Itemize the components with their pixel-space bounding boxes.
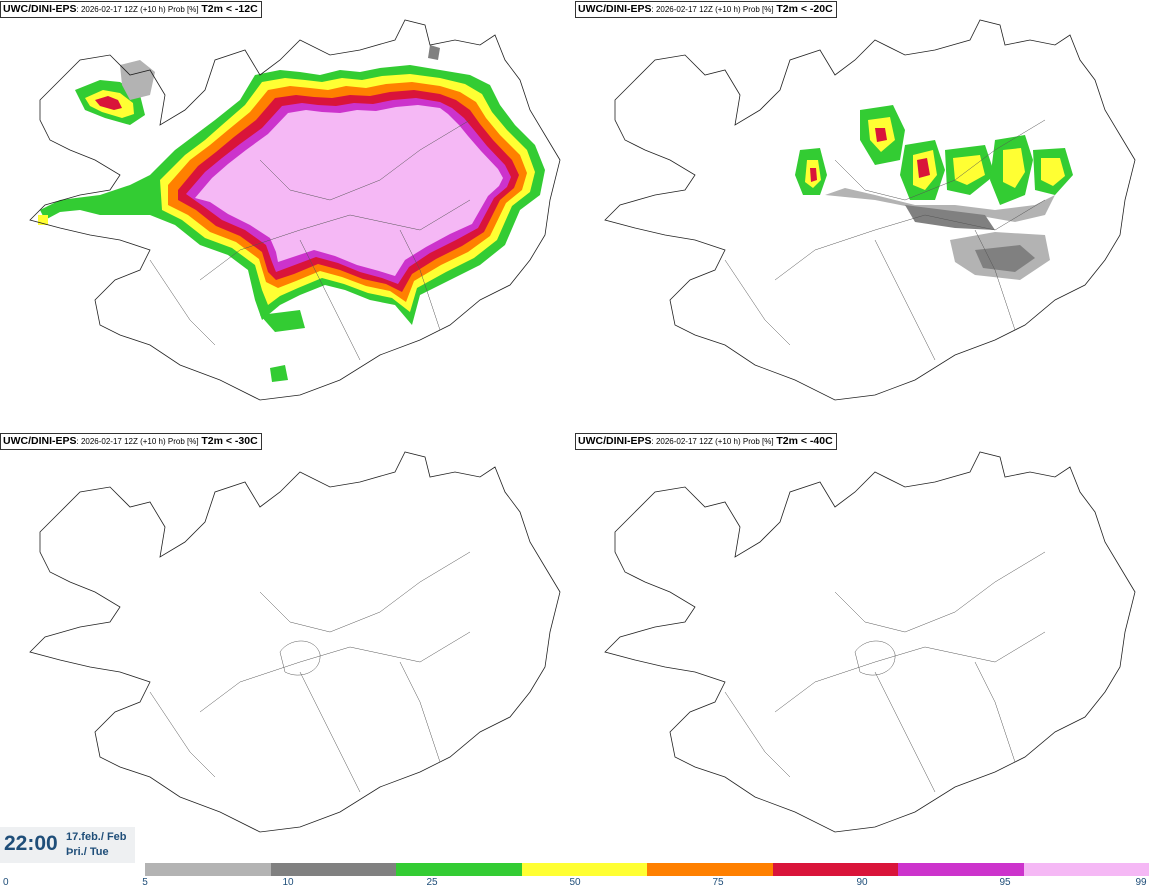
prob-fields: [795, 105, 1073, 280]
panel-title: UWC/DINI-EPS: 2026-02-17 12Z (+10 h) Pro…: [0, 433, 262, 450]
model-name: UWC/DINI-EPS: [3, 435, 77, 447]
legend-swatch-10-25: [270, 863, 396, 876]
legend-swatch-99-100: [1023, 863, 1149, 876]
probability-map: [604, 451, 1136, 833]
threshold-label: T2m < -12C: [201, 3, 258, 15]
threshold-label: T2m < -40C: [776, 435, 833, 447]
valid-time-box: 22:00 17.feb./ Feb Þri./ Tue: [0, 827, 135, 863]
run-info: : 2026-02-17 12Z (+10 h) Prob [%]: [651, 437, 774, 446]
legend-swatch-90-95: [772, 863, 898, 876]
legend-tick: 90: [856, 877, 868, 888]
panel-title: UWC/DINI-EPS: 2026-02-17 12Z (+10 h) Pro…: [0, 1, 262, 18]
probability-map: [29, 19, 561, 401]
coastline: [29, 19, 561, 401]
map-panel-t2m-below-minus-30: UWC/DINI-EPS: 2026-02-17 12Z (+10 h) Pro…: [0, 432, 575, 864]
map-panel-t2m-below-minus-40: UWC/DINI-EPS: 2026-02-17 12Z (+10 h) Pro…: [575, 432, 1150, 864]
run-info: : 2026-02-17 12Z (+10 h) Prob [%]: [76, 437, 199, 446]
threshold-label: T2m < -20C: [776, 3, 833, 15]
prob-fields: [38, 45, 545, 382]
legend-tick: 5: [142, 877, 148, 888]
legend-swatch-5-10: [145, 863, 271, 876]
threshold-label: T2m < -30C: [201, 435, 258, 447]
region-boundaries: [149, 119, 471, 361]
legend-tick: 0: [3, 877, 9, 888]
coastline: [604, 451, 1136, 833]
panel-title: UWC/DINI-EPS: 2026-02-17 12Z (+10 h) Pro…: [575, 1, 837, 18]
legend-tick: 99: [1135, 877, 1147, 888]
run-info: : 2026-02-17 12Z (+10 h) Prob [%]: [76, 5, 199, 14]
legend-swatch-75-90: [647, 863, 773, 876]
run-info: : 2026-02-17 12Z (+10 h) Prob [%]: [651, 5, 774, 14]
coastline: [604, 19, 1136, 401]
legend-tick: 10: [282, 877, 294, 888]
legend-tick: 50: [569, 877, 581, 888]
coastline: [29, 451, 561, 833]
model-name: UWC/DINI-EPS: [578, 435, 652, 447]
legend-tick: 95: [999, 877, 1011, 888]
valid-date: 17.feb./ Feb: [66, 831, 127, 843]
legend-swatch-25-50: [396, 863, 522, 876]
probability-map: [604, 19, 1136, 401]
legend-tick: 75: [712, 877, 724, 888]
region-boundaries: [724, 119, 1046, 361]
legend-swatch-50-75: [521, 863, 647, 876]
map-panel-t2m-below-minus-20: UWC/DINI-EPS: 2026-02-17 12Z (+10 h) Pro…: [575, 0, 1150, 432]
region-boundaries: [724, 551, 1046, 793]
region-boundaries: [149, 551, 471, 793]
valid-weekday: Þri./ Tue: [66, 846, 109, 858]
model-name: UWC/DINI-EPS: [3, 3, 77, 15]
color-legend: [145, 863, 1149, 876]
map-panel-t2m-below-minus-12: UWC/DINI-EPS: 2026-02-17 12Z (+10 h) Pro…: [0, 0, 575, 432]
panel-title: UWC/DINI-EPS: 2026-02-17 12Z (+10 h) Pro…: [575, 433, 837, 450]
valid-time: 22:00: [4, 832, 58, 855]
probability-map: [29, 451, 561, 833]
model-name: UWC/DINI-EPS: [578, 3, 652, 15]
legend-tick: 25: [426, 877, 438, 888]
legend-swatch-95-99: [898, 863, 1024, 876]
